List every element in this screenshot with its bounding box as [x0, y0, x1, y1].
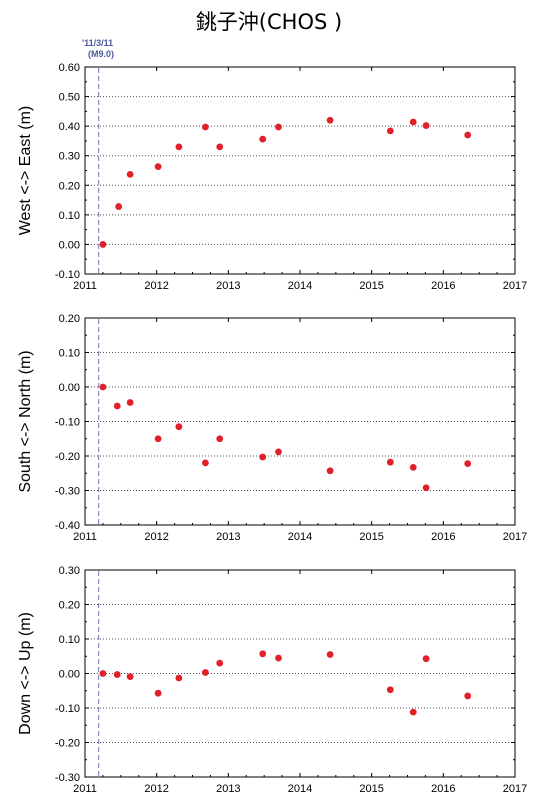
- x-tick-label: 2015: [359, 783, 383, 795]
- plot-frame: [84, 569, 516, 778]
- y-tick-label: 0.00: [59, 239, 80, 251]
- y-tick-label: 0.40: [59, 121, 80, 133]
- data-point-up-down: [99, 670, 107, 677]
- data-point-north-south: [216, 435, 224, 443]
- earthquake-annotation: '11/3/11 (M9.0): [82, 38, 114, 60]
- y-tick-label: 0.00: [59, 669, 80, 681]
- data-point-north-south: [113, 402, 121, 410]
- x-tick-label: 2014: [288, 783, 312, 795]
- x-tick-label: 2017: [503, 280, 527, 292]
- y-tick-label: 0.30: [59, 151, 80, 163]
- data-point-up-down: [113, 671, 121, 678]
- data-point-north-south: [409, 463, 417, 471]
- y-tick-label: -0.10: [55, 269, 80, 281]
- data-point-east-west: [409, 118, 417, 126]
- x-tick-label: 2016: [431, 280, 455, 292]
- data-point-north-south: [464, 460, 472, 467]
- y-tick-label: -0.20: [55, 451, 80, 463]
- y-tick-label: -0.10: [55, 417, 80, 429]
- x-tick-label: 2012: [144, 531, 168, 543]
- x-tick-label: 2011: [73, 531, 97, 543]
- y-axis-title: West <-> East (m): [17, 106, 34, 236]
- data-point-north-south: [175, 423, 183, 431]
- y-tick-label: 0.20: [59, 600, 80, 612]
- data-point-east-west: [115, 203, 123, 210]
- data-point-east-west: [275, 123, 282, 131]
- chart-title: 銚子沖(CHOS ): [195, 10, 343, 34]
- plot-frame: [84, 317, 516, 526]
- x-tick-label: 2013: [216, 531, 240, 543]
- data-point-north-south: [99, 383, 107, 391]
- x-tick-label: 2014: [288, 531, 312, 543]
- y-tick-label: 0.10: [59, 210, 80, 222]
- y-axis-title: South <-> North (m): [17, 350, 34, 492]
- data-point-east-west: [464, 131, 472, 139]
- data-point-north-south: [202, 459, 209, 467]
- y-axis-title: Down <-> Up (m): [17, 612, 34, 735]
- data-point-up-down: [386, 686, 394, 694]
- y-tick-label: 0.10: [59, 634, 80, 646]
- y-tick-label: -0.10: [55, 703, 80, 715]
- data-point-east-west: [154, 163, 162, 171]
- earthquake-date-label: '11/3/11: [82, 38, 114, 48]
- data-point-up-down: [202, 669, 209, 676]
- x-tick-label: 2015: [359, 531, 383, 543]
- data-point-north-south: [422, 484, 430, 492]
- x-tick-label: 2011: [73, 783, 97, 795]
- data-point-up-down: [422, 655, 430, 663]
- x-tick-label: 2017: [503, 783, 527, 795]
- y-tick-label: -0.30: [55, 486, 80, 498]
- y-tick-label: -0.40: [55, 520, 80, 532]
- data-point-east-west: [326, 116, 334, 124]
- data-point-east-west: [126, 170, 134, 178]
- data-point-up-down: [216, 659, 224, 667]
- data-point-up-down: [259, 650, 267, 658]
- data-point-north-south: [259, 453, 267, 461]
- x-tick-label: 2011: [73, 280, 97, 292]
- x-tick-label: 2015: [359, 280, 383, 292]
- y-tick-label: 0.60: [59, 62, 80, 74]
- data-point-north-south: [326, 467, 334, 475]
- x-tick-label: 2012: [144, 280, 168, 292]
- y-tick-label: -0.30: [55, 772, 80, 784]
- x-tick-label: 2012: [144, 783, 168, 795]
- data-point-up-down: [464, 692, 472, 700]
- data-point-east-west: [202, 123, 209, 131]
- data-point-up-down: [175, 674, 183, 682]
- y-tick-label: 0.20: [59, 180, 80, 192]
- data-point-north-south: [275, 448, 282, 456]
- data-point-up-down: [409, 708, 417, 716]
- x-tick-label: 2013: [216, 783, 240, 795]
- data-point-east-west: [422, 122, 430, 129]
- x-tick-label: 2016: [431, 783, 455, 795]
- earthquake-magnitude-label: (M9.0): [88, 49, 115, 59]
- y-tick-label: 0.50: [59, 92, 80, 104]
- data-point-up-down: [275, 654, 282, 662]
- data-point-east-west: [216, 143, 224, 151]
- y-tick-label: -0.20: [55, 738, 80, 750]
- data-point-north-south: [154, 435, 162, 443]
- data-point-up-down: [154, 689, 162, 697]
- data-point-east-west: [386, 127, 394, 135]
- data-point-east-west: [175, 143, 183, 151]
- x-tick-label: 2016: [431, 531, 455, 543]
- data-point-up-down: [126, 673, 134, 681]
- data-point-north-south: [126, 399, 134, 406]
- y-tick-label: 0.10: [59, 348, 80, 360]
- data-point-north-south: [386, 458, 394, 466]
- plot-frame: [84, 66, 516, 275]
- data-point-up-down: [326, 651, 334, 658]
- x-tick-label: 2013: [216, 280, 240, 292]
- y-tick-label: 0.30: [59, 565, 80, 577]
- data-point-east-west: [99, 241, 107, 248]
- data-point-east-west: [259, 135, 267, 143]
- x-tick-label: 2017: [503, 531, 527, 543]
- y-tick-label: 0.00: [59, 382, 80, 394]
- y-tick-label: 0.20: [59, 313, 80, 325]
- x-tick-label: 2014: [288, 280, 312, 292]
